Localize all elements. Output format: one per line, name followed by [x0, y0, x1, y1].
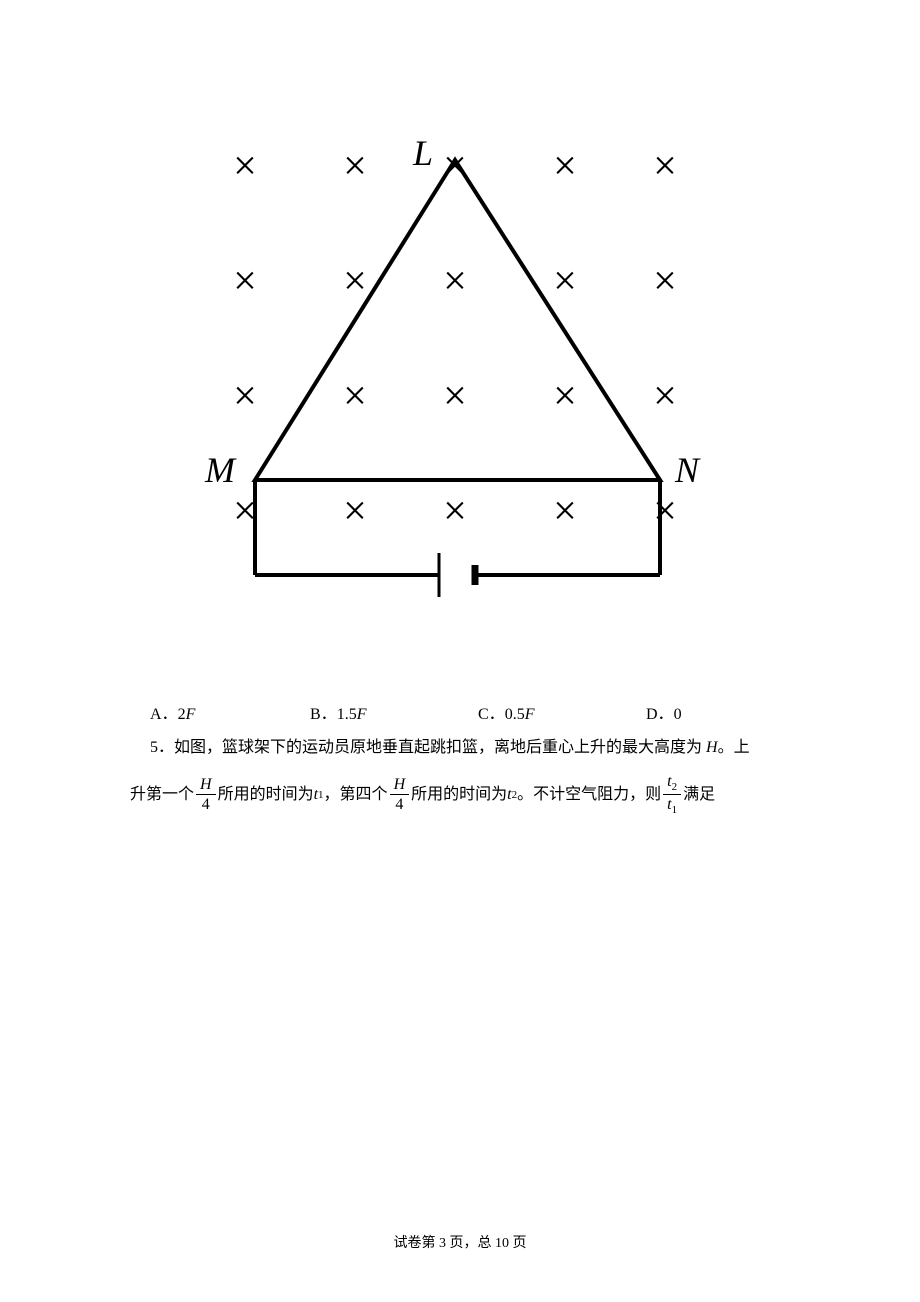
option-b-var: F [357, 706, 367, 723]
answer-options-row: A．2F B．1.5F C．0.5F D．0 [150, 700, 790, 724]
fraction-t2-t1: t2 t1 [663, 772, 681, 818]
fraction-H4-second: H 4 [390, 775, 410, 814]
option-c-var: F [525, 706, 535, 723]
svg-text:×: × [653, 489, 677, 535]
svg-text:×: × [343, 144, 367, 190]
circuit-svg: ×××××××××××××××××××× LMN [195, 110, 715, 630]
svg-text:×: × [653, 144, 677, 190]
svg-text:×: × [443, 144, 467, 190]
svg-text:×: × [553, 144, 577, 190]
svg-text:×: × [233, 374, 257, 420]
q5-line1-post: 。上 [718, 739, 750, 756]
physics-diagram: ×××××××××××××××××××× LMN [195, 110, 715, 630]
option-d-label: D． [646, 706, 674, 723]
svg-text:×: × [343, 374, 367, 420]
svg-text:×: × [343, 489, 367, 535]
q5-line2-b: 所用的时间为 [218, 779, 314, 811]
svg-text:×: × [443, 489, 467, 535]
q5-var-H: H [706, 739, 718, 756]
q5-line2-f: 满足 [683, 779, 715, 811]
svg-text:×: × [443, 374, 467, 420]
option-a-label: A． [150, 706, 178, 723]
svg-text:M: M [204, 450, 237, 490]
q5-line2-e: 。不计空气阻力，则 [517, 779, 661, 811]
svg-text:×: × [653, 374, 677, 420]
svg-text:×: × [233, 144, 257, 190]
svg-text:×: × [343, 259, 367, 305]
frac3-num-sub: 2 [672, 781, 678, 793]
svg-text:×: × [553, 489, 577, 535]
option-c-label: C． [478, 706, 505, 723]
frac1-num: H [196, 775, 216, 795]
footer-text: 试卷第 3 页，总 10 页 [394, 1236, 527, 1251]
option-d-prefix: 0 [674, 706, 682, 723]
fraction-H4-first: H 4 [196, 775, 216, 814]
option-b-label: B． [310, 706, 337, 723]
svg-text:×: × [553, 374, 577, 420]
frac3-num: t2 [663, 772, 681, 795]
question-5-line2: 升第一个 H 4 所用的时间为 t1 ，第四个 H 4 所用的时间为 t2。不计空… [130, 772, 810, 818]
option-b-prefix: 1.5 [337, 706, 357, 723]
q5-line2-d: 所用的时间为 [411, 779, 507, 811]
frac3-den: t1 [663, 795, 681, 817]
q5-line2-a: 升第一个 [130, 779, 194, 811]
q5-line1-pre: 如图，篮球架下的运动员原地垂直起跳扣篮，离地后重心上升的最大高度为 [174, 739, 706, 756]
svg-text:×: × [653, 259, 677, 305]
option-b: B．1.5F [310, 700, 478, 724]
svg-text:L: L [412, 133, 433, 173]
svg-text:×: × [233, 259, 257, 305]
option-a: A．2F [150, 700, 310, 724]
frac1-den: 4 [198, 795, 214, 814]
frac2-num: H [390, 775, 410, 795]
svg-text:N: N [674, 450, 701, 490]
option-a-prefix: 2 [178, 706, 186, 723]
q5-number: 5． [150, 739, 174, 756]
frac3-den-sub: 1 [672, 805, 678, 817]
svg-text:×: × [443, 259, 467, 305]
option-c-prefix: 0.5 [505, 706, 525, 723]
option-d: D．0 [646, 700, 682, 724]
question-5-line1: 5．如图，篮球架下的运动员原地垂直起跳扣篮，离地后重心上升的最大高度为 H。上 [150, 735, 790, 761]
option-a-var: F [186, 706, 196, 723]
q5-line2-c: ，第四个 [324, 779, 388, 811]
option-c: C．0.5F [478, 700, 646, 724]
frac2-den: 4 [391, 795, 407, 814]
svg-text:×: × [553, 259, 577, 305]
page-footer: 试卷第 3 页，总 10 页 [0, 1232, 920, 1252]
